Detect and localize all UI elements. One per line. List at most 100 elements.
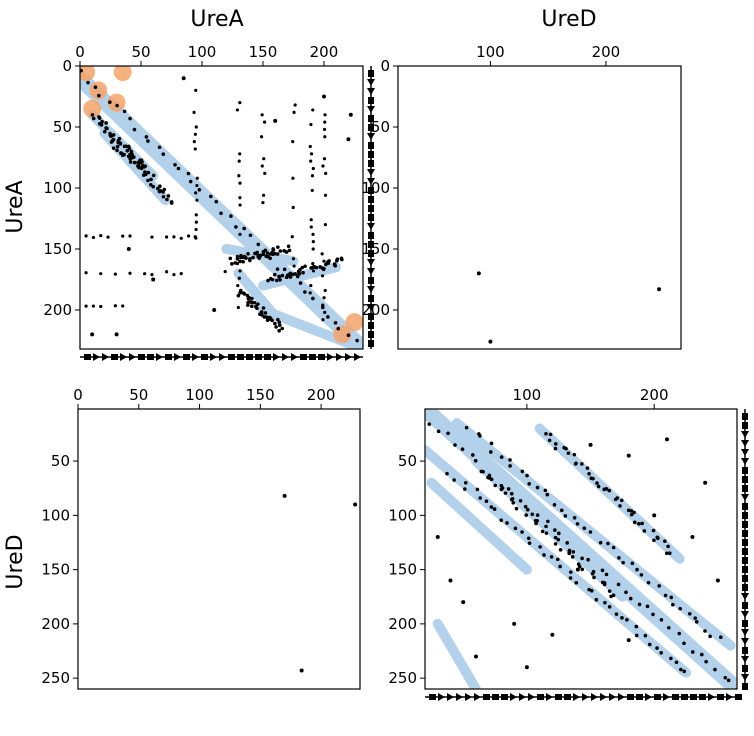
- contact-point: [261, 201, 265, 205]
- contact-point: [229, 214, 233, 218]
- contact-point: [146, 178, 150, 183]
- y-tick: 100: [388, 506, 425, 524]
- y-tick-label: 100: [388, 506, 417, 524]
- contact-point: [265, 318, 270, 323]
- contact-point: [595, 481, 599, 485]
- contact-point: [322, 259, 326, 263]
- contact-point: [150, 235, 154, 239]
- contact-point: [321, 318, 325, 322]
- contact-point: [596, 484, 601, 489]
- contact-point: [84, 304, 88, 308]
- y-tick: 200: [361, 301, 398, 319]
- y-tick: 50: [53, 118, 80, 136]
- contact-point: [194, 125, 198, 129]
- contact-point: [704, 659, 708, 664]
- contact-point: [165, 235, 169, 239]
- contact-point: [275, 252, 280, 256]
- contact-point: [124, 144, 128, 149]
- contact-point: [643, 633, 648, 638]
- contact-point: [726, 678, 731, 683]
- contact-point: [646, 580, 651, 585]
- contact-point: [116, 140, 120, 145]
- contact-point: [527, 481, 532, 486]
- y-tick-label: 200: [41, 615, 70, 633]
- contact-point: [603, 600, 607, 605]
- contact-point: [518, 498, 523, 503]
- contact-point: [553, 542, 558, 546]
- contact-point: [499, 487, 504, 492]
- contact-point: [553, 535, 558, 540]
- contact-point: [99, 272, 103, 276]
- contact-point: [336, 326, 341, 331]
- plot-frame: [424, 408, 738, 690]
- contact-point: [273, 118, 278, 123]
- contact-point: [489, 441, 494, 446]
- contact-point: [149, 177, 153, 182]
- contact-point: [256, 242, 261, 247]
- contact-point: [604, 487, 609, 491]
- contact-point: [238, 232, 242, 236]
- contact-point: [520, 530, 524, 534]
- contact-point: [489, 505, 494, 509]
- contact-point: [572, 516, 577, 520]
- contact-point: [563, 514, 568, 518]
- contact-point: [151, 184, 156, 189]
- contact-point: [558, 548, 563, 552]
- contact-point: [91, 304, 96, 308]
- contact-point: [632, 520, 637, 525]
- contact-point: [552, 502, 557, 507]
- contact-point: [246, 296, 251, 301]
- contact-point: [589, 588, 594, 593]
- contact-point: [655, 646, 659, 650]
- contact-point: [473, 459, 478, 463]
- contact-point: [445, 471, 449, 476]
- contact-point: [151, 173, 156, 178]
- predicted-band: [425, 445, 692, 678]
- contact-point: [553, 446, 558, 451]
- panel-ured-ured: 100 200 50 100 150 200 250: [388, 386, 749, 701]
- contact-point: [179, 236, 183, 240]
- y-tick: 200: [388, 615, 425, 633]
- x-tick: 150: [249, 43, 277, 66]
- contact-point: [308, 144, 312, 149]
- contact-point: [228, 256, 233, 261]
- contact-point: [607, 488, 612, 493]
- contact-point: [237, 276, 241, 280]
- predicted-band: [426, 477, 532, 575]
- contact-point: [332, 262, 337, 267]
- x-tick: 100: [188, 43, 216, 66]
- y-tick-label: 0: [62, 57, 72, 75]
- contact-point: [91, 235, 96, 240]
- contact-point: [186, 171, 191, 176]
- contact-point: [587, 471, 591, 476]
- contact-point: [703, 480, 708, 485]
- contact-point: [632, 510, 636, 515]
- contact-point: [193, 132, 197, 136]
- contact-point: [629, 509, 634, 513]
- contact-point: [104, 126, 108, 130]
- x-tick-label: 200: [640, 386, 669, 404]
- contact-point: [278, 323, 282, 328]
- contact-point: [80, 68, 83, 73]
- contact-point: [284, 275, 289, 280]
- y-tick: 200: [43, 301, 80, 319]
- contact-point: [214, 199, 219, 204]
- plot-area: [282, 493, 358, 673]
- contact-point: [514, 506, 519, 511]
- contact-point: [427, 422, 432, 426]
- contact-point: [678, 606, 683, 611]
- contact-point: [238, 269, 242, 273]
- contact-point: [248, 233, 253, 238]
- contact-point: [476, 271, 481, 276]
- contact-point: [186, 234, 191, 238]
- contact-point: [693, 616, 698, 620]
- y-tick: 100: [41, 506, 78, 524]
- y-tick-label: 200: [361, 301, 390, 319]
- contact-point: [181, 76, 186, 81]
- contact-point: [114, 332, 119, 337]
- contact-point: [309, 159, 313, 163]
- contact-point: [713, 667, 717, 672]
- contact-point: [639, 573, 644, 577]
- contact-point: [97, 116, 102, 120]
- contact-point: [270, 277, 275, 282]
